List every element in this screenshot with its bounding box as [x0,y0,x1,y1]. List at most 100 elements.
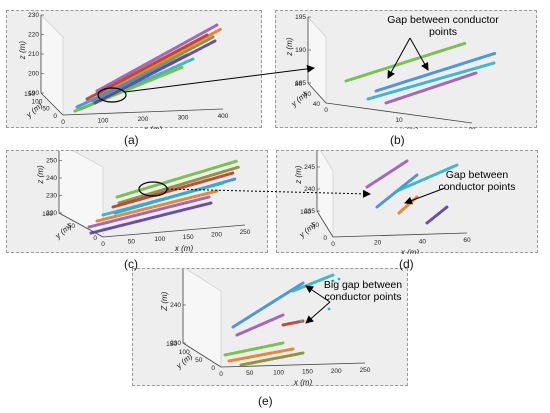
x-axis-line [332,232,468,238]
x-tick-label: 10 [395,117,403,124]
x-axis-line [220,362,366,368]
x-tick-label: 200 [331,368,342,375]
y-axis-line [182,342,222,368]
panel-c: 220230240250260050100050100150200250z (m… [6,150,268,253]
conductor-trace [93,39,217,105]
conductor-trace [384,71,478,105]
conductor-trace [374,51,498,93]
x-tick-label: 60 [463,237,471,244]
y-tick-label: 50 [42,106,50,113]
y-axis-line [316,210,334,238]
x-tick-label: 0 [331,241,335,248]
plot-d: 2352402452500501000204060z (m)y (m)x (m) [294,151,471,254]
conductor-trace [366,61,496,101]
plot-e: 230240250050100150050100150200250Z (m)y … [160,269,371,387]
x-tick-label: 50 [246,370,254,377]
y-tick-label: 100 [31,98,42,105]
conductor-trace [281,319,305,327]
caption-c: (c) [124,257,138,271]
x-tick-label: 100 [154,236,165,243]
y-tick-label: 60 [304,91,312,98]
x-tick-label: 400 [218,113,229,120]
x-tick-label: 300 [178,115,189,122]
z-tick-label: 240 [304,186,315,193]
conductor-trace [85,33,209,101]
z-axis-label: Z (m) [160,291,169,311]
stray-point [337,277,341,281]
x-tick-label: 100 [98,118,109,125]
y-tick-label: 0 [323,235,327,242]
y-tick-label: 0 [93,235,97,242]
x-axis-label: x (m) [400,248,420,254]
x-tick-label: 150 [183,234,194,241]
x-tick-label: 0 [61,119,65,126]
x-tick-label: 250 [240,229,251,236]
conductor-trace [239,351,305,367]
caption-b: (b) [390,133,405,147]
conductor-trace [117,165,241,205]
conductor-trace [365,159,409,189]
x-tick-label: 20 [468,127,476,129]
z-axis-label: z (m) [294,165,303,185]
callout-e: Big gap between conductor points [323,279,403,303]
x-axis-label: x (m) [174,244,194,253]
y-tick-label: 100 [300,209,311,216]
z-tick-label: 190 [295,47,306,54]
callout-b: Gap between conductor points [387,14,499,38]
x-tick-label: 0 [219,371,223,378]
z-tick-label: 230 [28,12,39,19]
x-axis-line [62,108,224,116]
y-tick-label: 100 [179,349,190,356]
z-tick-label: 190 [28,90,39,97]
plot-c: 220230240250260050100050100150200250z (m… [36,151,251,253]
axes-box [58,151,246,238]
x-tick-label: 40 [419,238,427,245]
y-axis-line [40,92,64,116]
x-axis-label: x (m) [399,126,419,129]
y-tick-label: 0 [211,365,215,372]
z-tick-label: 210 [28,51,39,58]
y-tick-label: 150 [24,91,35,98]
z-tick-label: 195 [295,14,306,21]
x-tick-label: 50 [128,239,136,246]
x-tick-label: 20 [374,240,382,247]
stray-point [331,279,335,283]
conductor-trace [89,201,213,235]
z-tick-label: 230 [46,193,57,200]
z-tick-label: 250 [170,269,181,271]
conductor-trace [223,341,285,357]
z-tick-label: 245 [304,164,315,171]
x-tick-label: 0 [101,241,105,248]
z-tick-label: 200 [28,71,39,78]
y-tick-label: 40 [313,101,321,108]
y-tick-label: 0 [53,113,57,120]
panel-a: 190 200 210 220 230 0 50 100 150 0 100 200 300 400 z (… [6,10,262,129]
stray-point [299,319,303,323]
z-tick-label: 220 [28,32,39,39]
y-tick-label: 50 [312,222,320,229]
panel-b: 18519019540608001020z (m)y (m)x (m) [275,10,537,129]
x-axis-line [325,102,473,124]
conductor-trace [101,181,225,217]
z-axis-label: z (m) [18,41,27,61]
x-tick-label: 200 [138,116,149,123]
y-tick-label: 80 [295,81,303,88]
x-tick-label: 100 [273,369,284,376]
z-tick-label: 240 [170,302,181,309]
x-axis-label: x (m) [293,378,313,387]
z-tick-label: 240 [46,175,57,182]
panel-d: 2352402452500501000204060z (m)y (m)x (m) [276,150,538,254]
y-tick-label: 50 [68,223,76,230]
y-tick-label: 50 [195,357,203,364]
callout-d: Gap between conductor points [438,169,516,193]
plot-b: 18519019540608001020z (m)y (m)x (m) [285,14,498,129]
x-tick-label: 150 [302,369,313,376]
x-tick-label: 200 [211,231,222,238]
z-tick-label: 250 [46,158,57,165]
conductor-trace [395,163,459,193]
conductor-trace [291,273,335,293]
x-tick-label: 250 [360,367,371,374]
x-tick-label: 0 [324,107,328,114]
y-axis-label: y (m) [174,352,195,371]
conductor-trace [425,205,449,225]
